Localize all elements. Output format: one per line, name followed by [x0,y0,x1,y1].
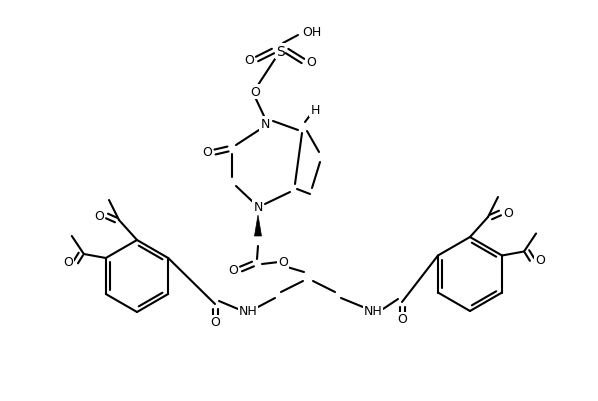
Text: O: O [503,207,513,220]
Text: O: O [250,85,260,98]
Text: O: O [94,210,104,223]
Text: OH: OH [302,25,321,38]
Text: N: N [254,201,263,214]
Text: H: H [310,103,320,116]
Text: NH: NH [364,305,382,318]
Text: O: O [63,256,73,269]
Text: O: O [278,256,288,269]
Polygon shape [255,215,261,237]
Text: O: O [202,146,212,159]
Text: O: O [244,53,254,66]
Text: S: S [276,45,285,59]
Text: NH: NH [239,305,257,318]
Text: O: O [397,313,407,326]
Text: N: N [260,117,270,130]
Text: O: O [306,55,316,68]
Text: O: O [535,253,545,266]
Text: O: O [228,263,238,276]
Text: O: O [210,316,220,329]
